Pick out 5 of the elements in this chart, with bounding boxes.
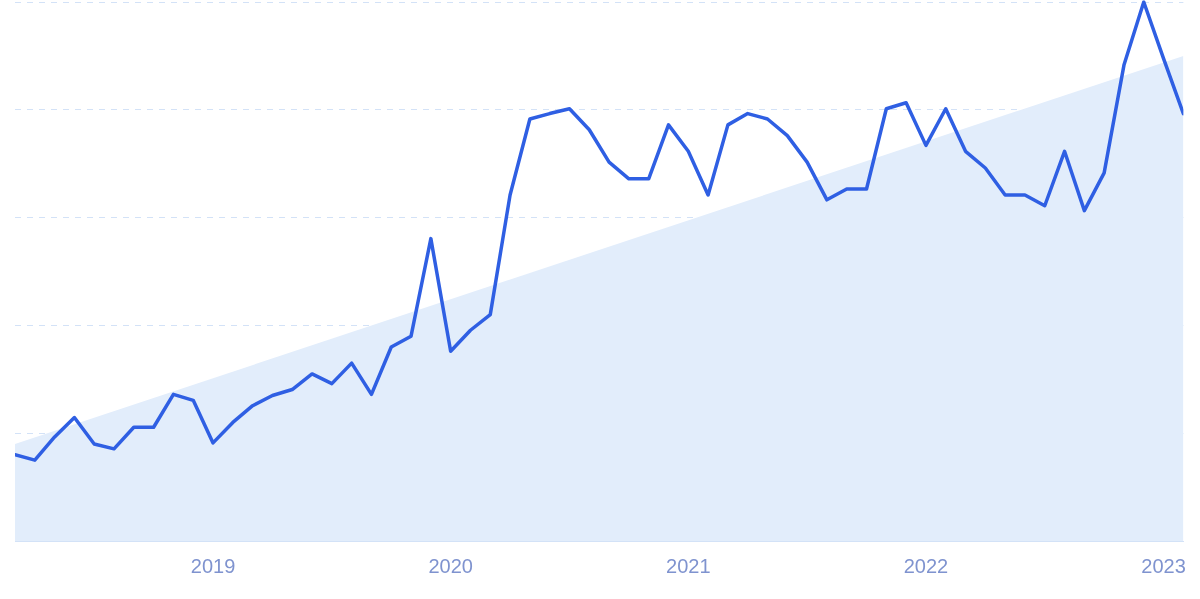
x-tick-label: 2020	[428, 554, 473, 577]
x-tick-label: 2021	[666, 554, 711, 577]
x-tick-label: 2022	[903, 554, 949, 577]
x-tick-label: 2023	[1141, 554, 1186, 577]
x-tick-label: 2019	[190, 554, 236, 577]
